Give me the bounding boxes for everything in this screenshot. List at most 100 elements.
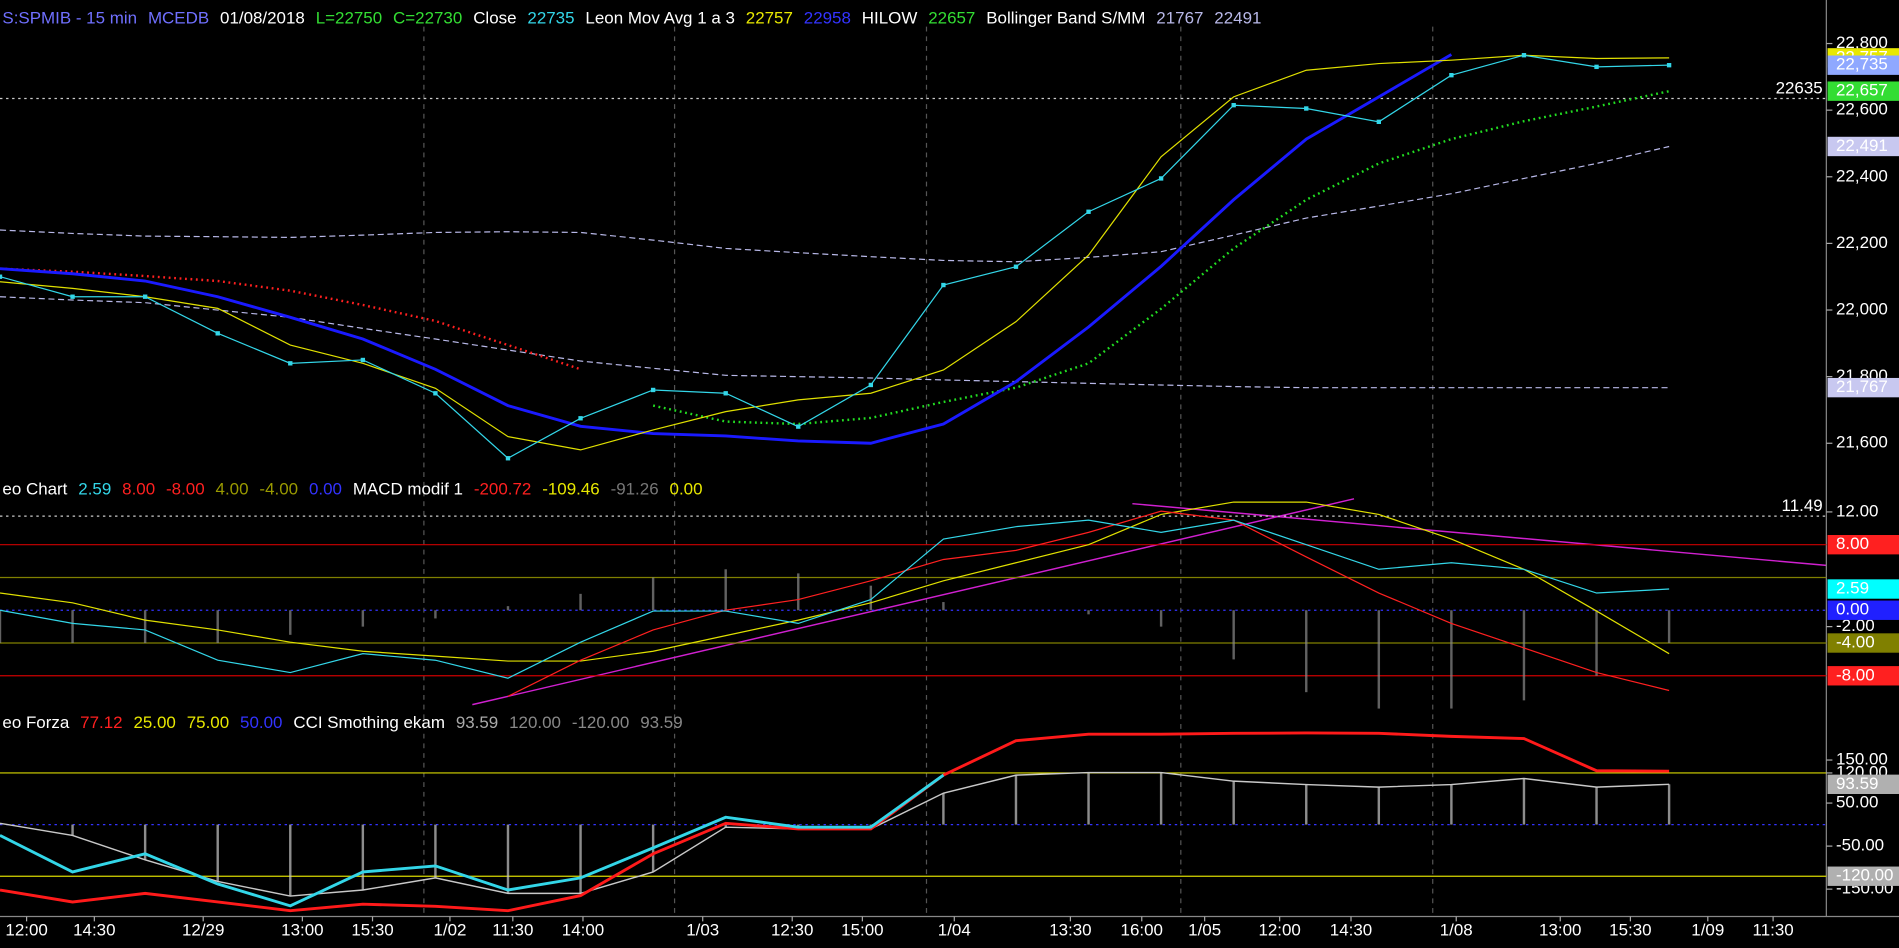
- histogram-bar: [1014, 775, 1018, 825]
- price-dot: [723, 391, 728, 396]
- histogram-bar: [1450, 784, 1453, 825]
- legend-entry: -91.26: [611, 480, 659, 499]
- series-line: [0, 519, 1670, 679]
- price-dot: [0, 274, 3, 279]
- legend-entry: 22657: [928, 9, 975, 28]
- histogram-bar: [289, 824, 292, 897]
- price-dot: [868, 382, 874, 388]
- histogram-bar: [216, 824, 219, 882]
- y-tick-label: -50.00: [1836, 836, 1884, 855]
- legend-entry: Leon Mov Avg 1 a 3: [585, 9, 734, 28]
- histogram-bar: [1087, 772, 1090, 825]
- histogram-bar: [651, 577, 655, 611]
- histogram-bar: [1159, 610, 1163, 627]
- value-marker: [1827, 600, 1899, 620]
- histogram-bar: [579, 824, 582, 894]
- legend-entry: -120.00: [572, 714, 629, 733]
- price-dot: [1449, 73, 1454, 78]
- y-tick-label: 21,600: [1836, 433, 1888, 452]
- histogram-bar: [724, 569, 727, 611]
- value-marker: [1827, 633, 1899, 653]
- histogram-bar: [1087, 610, 1090, 615]
- legend-entry: eo Chart: [2, 480, 67, 499]
- price-dot: [1666, 63, 1672, 68]
- price-dot: [796, 424, 801, 429]
- legend-entry: 8.00: [122, 480, 155, 499]
- value-marker-label: -4.00: [1836, 633, 1875, 652]
- legend-entry: Bollinger Band S/MM: [986, 9, 1145, 28]
- price-dot: [215, 331, 220, 336]
- legend-entry: MACD modif 1: [353, 480, 463, 499]
- histogram-bar: [361, 824, 365, 890]
- x-tick-label: 1/05: [1188, 921, 1221, 940]
- x-tick-label: 12/29: [182, 921, 224, 940]
- value-marker-label: 8.00: [1836, 534, 1869, 553]
- legend-entry: 22491: [1214, 9, 1261, 28]
- histogram-bar: [143, 824, 147, 860]
- histogram-bar: [1595, 787, 1598, 825]
- price-dot: [1521, 53, 1527, 58]
- x-tick-label: 1/04: [938, 921, 971, 940]
- value-marker-label: 93.59: [1836, 774, 1878, 793]
- legend-entry: 75.00: [187, 714, 229, 733]
- x-tick-label: 15:00: [841, 921, 883, 940]
- legend-entry: -200.72: [474, 480, 531, 499]
- legend-entry: 01/08/2018: [220, 9, 305, 28]
- series-line: [507, 510, 1670, 697]
- price-dot: [1231, 102, 1236, 108]
- x-tick-label: 12:30: [771, 921, 813, 940]
- price-dot: [288, 361, 293, 366]
- price-dot: [433, 391, 438, 396]
- legend-entry: HILOW: [862, 9, 918, 28]
- histogram-bar: [1377, 610, 1381, 709]
- histogram-bar: [71, 610, 74, 644]
- x-tick-label: 12:00: [5, 921, 47, 940]
- legend-entry: 25.00: [133, 714, 175, 733]
- value-marker: [1827, 377, 1899, 398]
- histogram-bar: [1232, 610, 1235, 660]
- value-marker-label: 21,767: [1836, 377, 1888, 396]
- x-tick-label: 12:00: [1258, 921, 1300, 940]
- histogram-bar: [1305, 610, 1308, 693]
- legend-entry: 22958: [804, 9, 851, 28]
- series-line: [0, 54, 1670, 459]
- legend-entry: -109.46: [542, 480, 599, 499]
- legend-entry: 4.00: [216, 480, 249, 499]
- price-dot: [941, 282, 946, 288]
- price-dot: [505, 456, 511, 461]
- price-dot: [1304, 106, 1309, 111]
- price-dot: [1594, 64, 1599, 70]
- legend-entry: C=22730: [393, 9, 462, 28]
- legend-entry: -4.00: [259, 480, 298, 499]
- histogram-bar: [724, 824, 727, 828]
- histogram-bar: [1595, 610, 1598, 676]
- value-marker-label: -8.00: [1836, 665, 1875, 684]
- value-marker: [1827, 666, 1899, 686]
- histogram-bar: [506, 824, 510, 894]
- series-line: [0, 54, 1670, 451]
- histogram-bar: [434, 610, 437, 619]
- histogram-bar: [869, 585, 873, 611]
- histogram-bar: [579, 593, 582, 611]
- x-tick-label: 15:30: [351, 921, 393, 940]
- x-tick-label: 1/09: [1691, 921, 1724, 940]
- x-tick-label: 14:30: [1330, 921, 1372, 940]
- histogram-bar: [1377, 787, 1381, 825]
- price-dot: [650, 387, 656, 393]
- histogram-bar: [216, 610, 219, 644]
- price-dot: [1376, 119, 1382, 124]
- day-separators: [423, 26, 1434, 917]
- value-marker: [1827, 55, 1899, 75]
- x-tick-label: 1/03: [686, 921, 719, 940]
- y-tick-label: 22,400: [1836, 166, 1888, 185]
- legend-entry: MCEDB: [148, 9, 209, 28]
- histogram-bar: [434, 824, 437, 878]
- y-tick-label: 22,800: [1836, 33, 1888, 52]
- x-tick-label: 11:30: [492, 921, 533, 940]
- legend-entry: 2.59: [78, 480, 111, 499]
- histogram-bar: [1305, 784, 1308, 825]
- series-line: [0, 145, 1670, 263]
- price-dot: [360, 357, 366, 363]
- panel-legend: eo Forza 77.12 25.00 75.00 50.00 CCI Smothing…: [2, 714, 682, 733]
- value-marker: [1827, 579, 1899, 599]
